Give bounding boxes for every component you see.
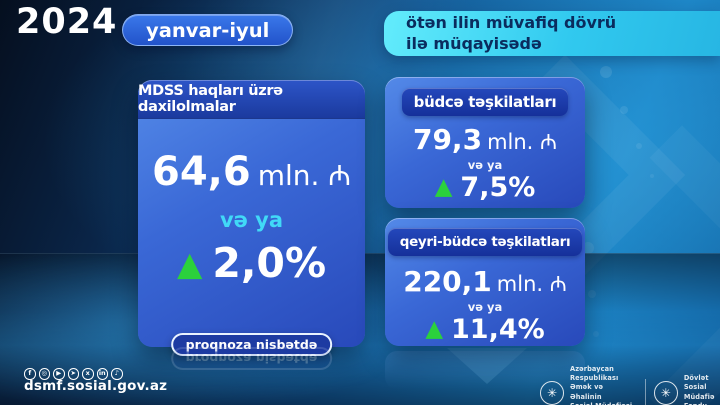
non-budget-card-title-label: qeyri-büdcə təşkilatları [399, 234, 571, 250]
mdss-card-title: MDSS haqları üzrə daxilolmalar [138, 80, 365, 119]
youtube-icon[interactable]: ▶ [53, 368, 65, 380]
budget-value-number: 79,3 [412, 123, 483, 156]
non-budget-value-unit: mln. ₼ [496, 272, 567, 296]
telegram-icon[interactable]: ➤ [67, 368, 79, 380]
non-budget-card-title: qeyri-büdcə təşkilatları [387, 228, 583, 256]
mdss-receipts-card: MDSS haqları üzrə daxilolmalar 64,6 mln. … [138, 80, 365, 370]
period-label: yanvar-iyul [146, 18, 270, 42]
facebook-icon[interactable]: f [24, 368, 36, 380]
triangle-reflection [447, 348, 527, 384]
period-badge: yanvar-iyul [122, 14, 294, 46]
forecast-footnote-label: proqnoza nisbətdə [185, 337, 318, 352]
fund-logo: ✳ Dövlət Sosial Müdafiə Fondu [653, 374, 720, 405]
mdss-value-unit: mln. ₼ [257, 159, 351, 192]
non-budget-value: 220,1 mln. ₼ [385, 265, 585, 298]
budget-change: ▲ 7,5% [385, 172, 585, 203]
background-dots-pattern [600, 66, 612, 78]
social-icons-row: f ◎ ▶ ➤ x in ♪ [24, 368, 123, 380]
non-budget-or-label: və ya [467, 300, 503, 314]
mdss-card-title-label: MDSS haqları üzrə daxilolmalar [138, 83, 283, 115]
mdss-value: 64,6 mln. ₼ [152, 149, 351, 195]
mdss-card-body: 64,6 mln. ₼ və ya ▲ 2,0% [138, 119, 365, 287]
up-triangle-icon: ▲ [176, 243, 203, 283]
non-budget-organizations-card: qeyri-büdcə təşkilatları 220,1 mln. ₼ və … [385, 218, 585, 346]
comparison-note-line1: ötən ilin müvafiq dövrü [406, 13, 617, 33]
fund-name: Dövlət Sosial Müdafiə Fondu [683, 374, 715, 405]
x-icon[interactable]: x [82, 368, 94, 380]
linkedin-icon[interactable]: in [96, 368, 108, 380]
comparison-note-line2: ilə müqayisədə [406, 33, 542, 53]
budget-card-title-label: büdcə təşkilatları [413, 93, 557, 111]
non-budget-value-number: 220,1 [403, 265, 492, 298]
up-triangle-icon: ▲ [434, 174, 453, 200]
budget-change-percent: 7,5% [460, 172, 536, 203]
logo-divider [645, 379, 646, 405]
mdss-or-label: və ya [219, 208, 284, 232]
ministry-logo: ✳ Azərbaycan Respublikası Əmək və Əhalin… [540, 365, 637, 405]
footnote-reflection: proqnoza nisbətdə [170, 347, 333, 370]
ministry-name: Azərbaycan Respublikası Əmək və Əhalinin… [570, 365, 632, 405]
website-url[interactable]: dsmf.sosial.gov.az [24, 378, 168, 394]
budget-or-label: və ya [467, 158, 503, 172]
mdss-change-percent: 2,0% [212, 239, 327, 287]
non-budget-change-percent: 11,4% [451, 314, 545, 345]
ministry-emblem-icon: ✳ [540, 380, 564, 405]
budget-value: 79,3 mln. ₼ [385, 123, 585, 156]
fund-emblem-icon: ✳ [653, 380, 678, 405]
budget-card-title: büdcə təşkilatları [401, 88, 569, 116]
mdss-change: ▲ 2,0% [177, 239, 326, 287]
up-triangle-icon: ▲ [425, 316, 444, 342]
budget-organizations-card: büdcə təşkilatları 79,3 mln. ₼ və ya ▲ 7,… [385, 77, 585, 208]
forecast-footnote-badge: proqnoza nisbətdə [170, 333, 333, 356]
tiktok-icon[interactable]: ♪ [111, 368, 123, 380]
mdss-value-number: 64,6 [152, 149, 251, 195]
instagram-icon[interactable]: ◎ [38, 368, 50, 380]
year-title: 2024 [16, 2, 118, 42]
institution-logos: ✳ Azərbaycan Respublikası Əmək və Əhalin… [540, 365, 720, 405]
budget-value-unit: mln. ₼ [487, 130, 558, 154]
comparison-note-banner: ötən ilin müvafiq dövrü ilə müqayisədə [384, 11, 720, 56]
non-budget-change: ▲ 11,4% [385, 314, 585, 345]
